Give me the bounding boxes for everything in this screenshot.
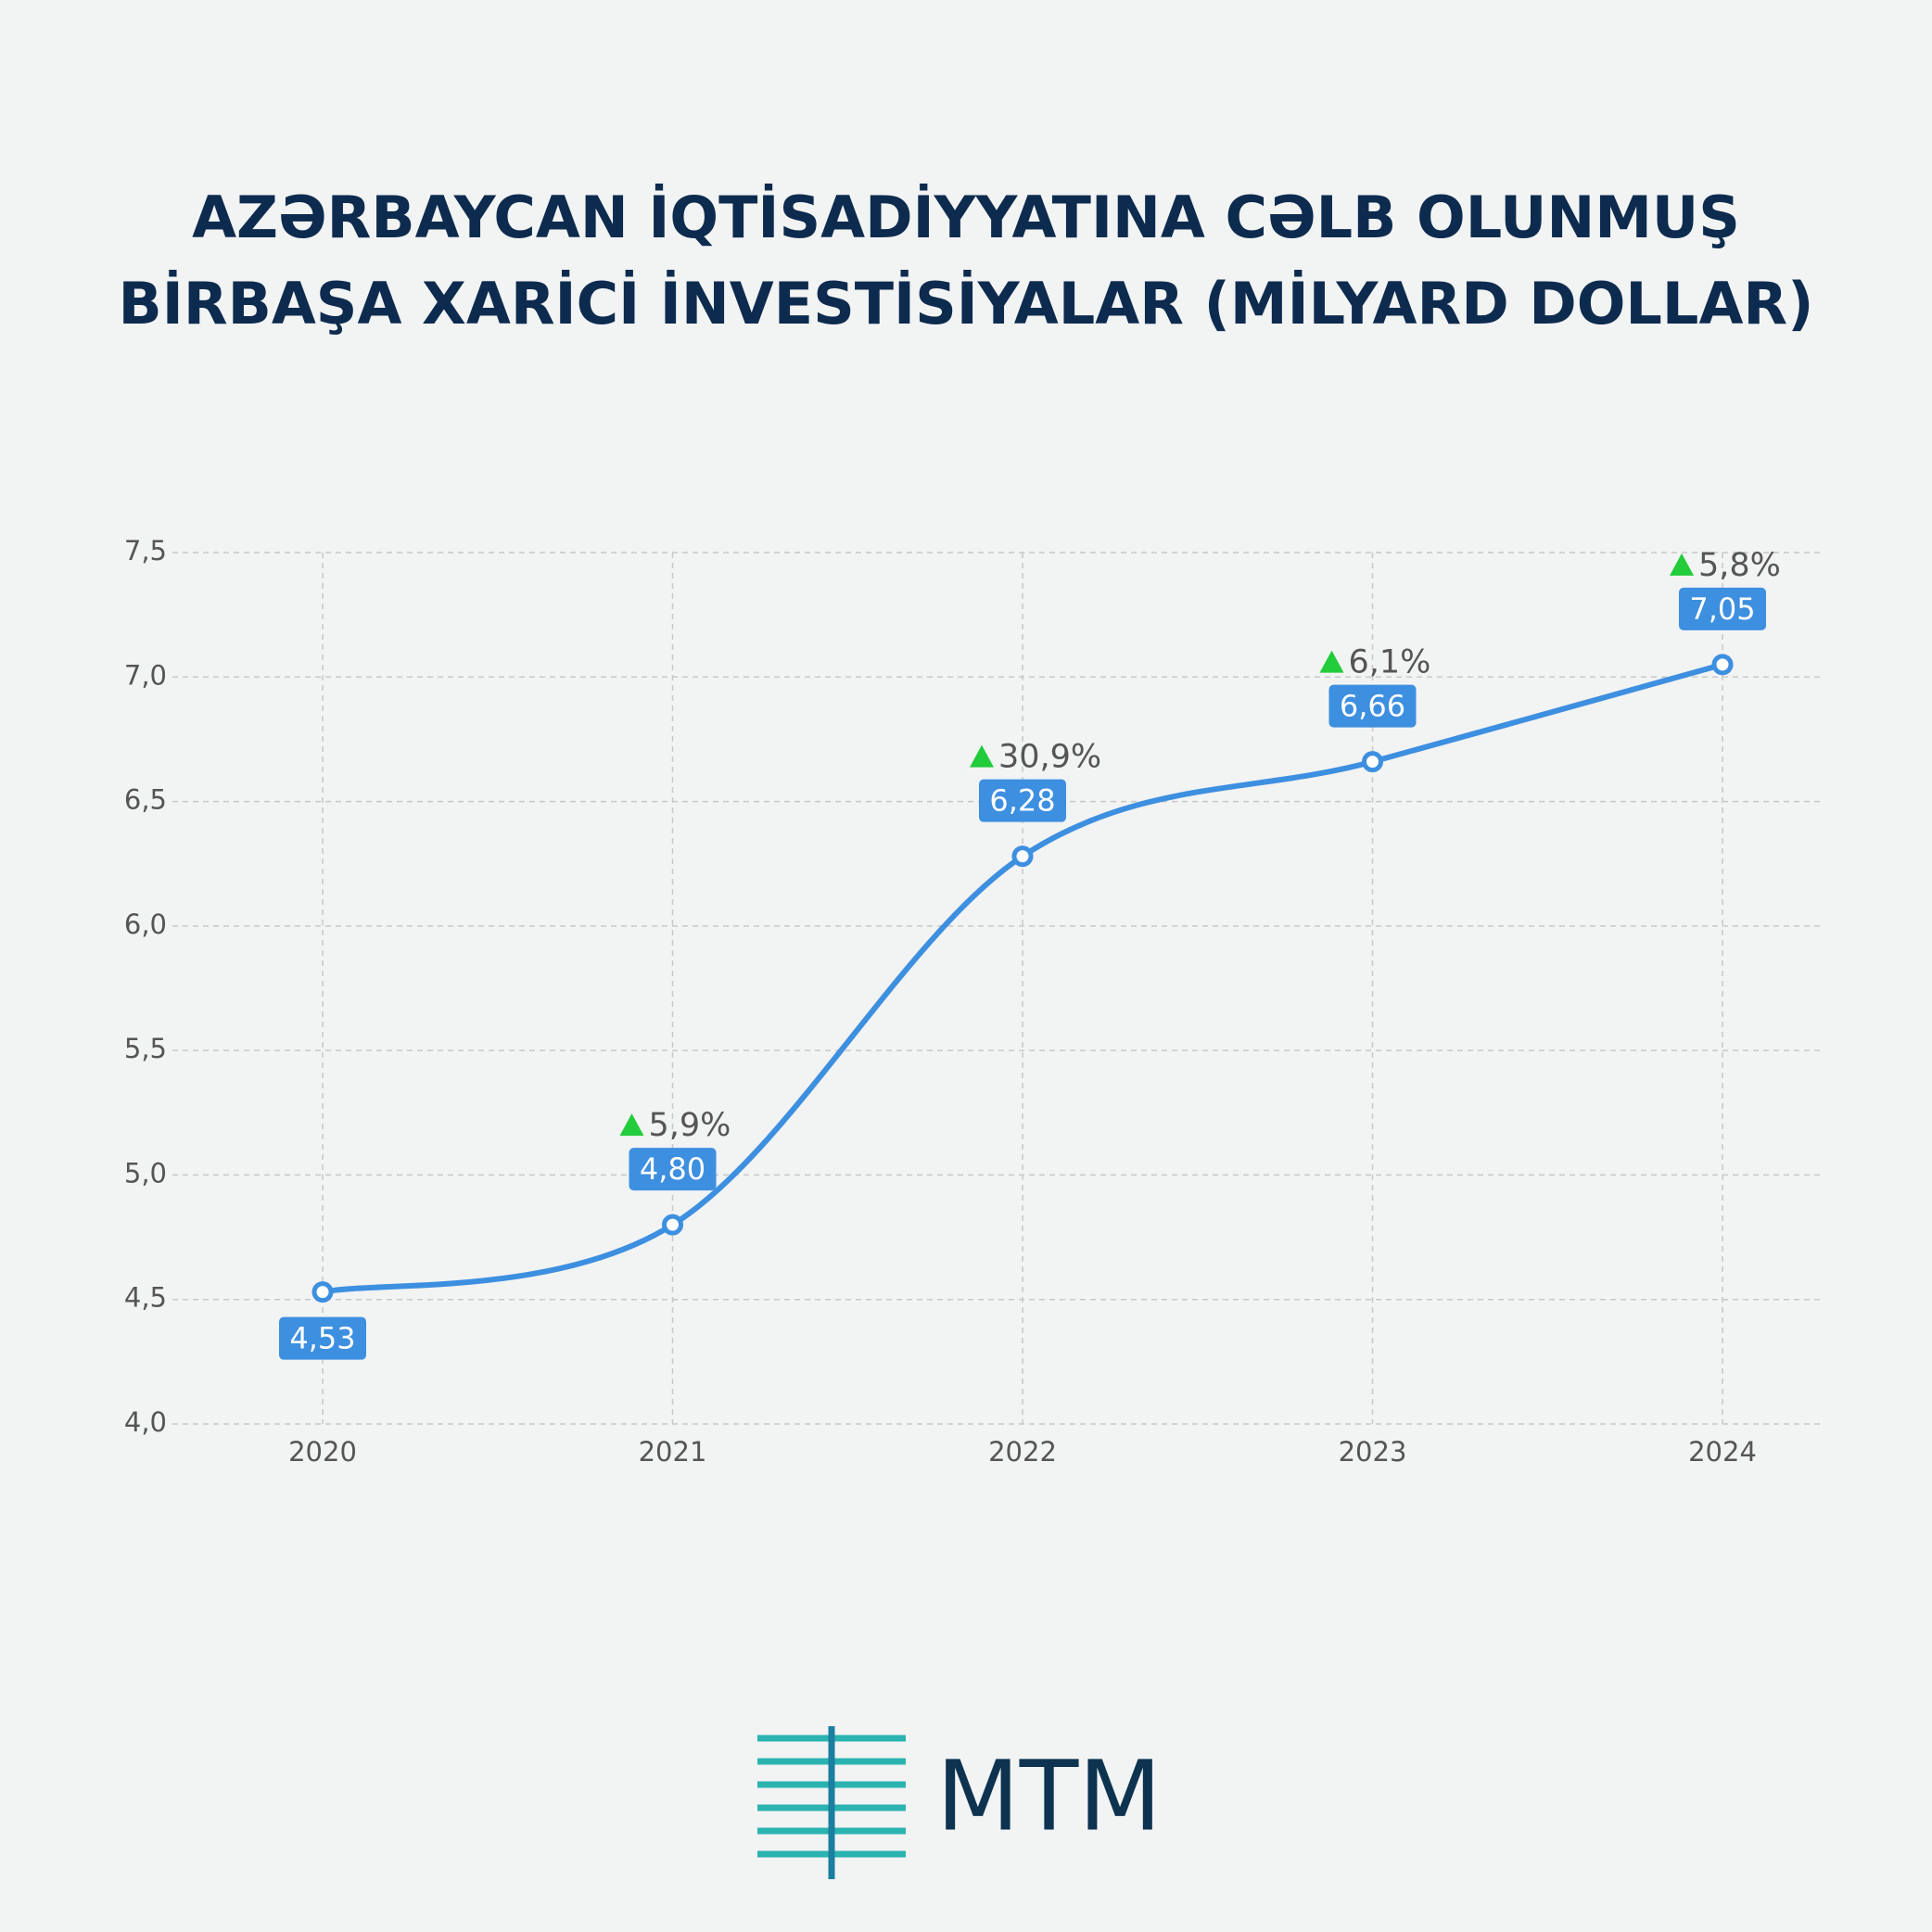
chart-title: BİRBAŞA XARİCİ İNVESTİSİYALAR (MİLYARD D… — [119, 270, 1814, 337]
point — [1362, 751, 1383, 773]
up-arrow — [1670, 553, 1694, 576]
x-tick-label: 2021 — [639, 1436, 707, 1468]
y-tick-label: 5,5 — [124, 1033, 167, 1064]
chart-title: AZƏRBAYCAN İQTİSADİYYATINA CƏLB OLUNMUŞ — [192, 184, 1740, 251]
data-label: 4,53 — [289, 1321, 355, 1356]
point — [1711, 654, 1734, 676]
data-label: 4,80 — [640, 1151, 705, 1187]
up-arrow — [619, 1113, 644, 1137]
logo-icon — [757, 1726, 906, 1879]
label-box — [629, 1148, 717, 1191]
label-box — [1679, 587, 1766, 630]
up-arrow — [1319, 650, 1344, 673]
change-label: 30,9% — [998, 739, 1101, 776]
x-tick-label: 2024 — [1688, 1436, 1757, 1468]
x-tick-label: 2023 — [1339, 1436, 1407, 1468]
y-tick-label: 7,5 — [124, 535, 167, 566]
change-label: 5,9% — [649, 1107, 731, 1144]
label-box — [1328, 684, 1417, 728]
x-tick-label: 2020 — [288, 1436, 357, 1468]
change-label: 6,1% — [1349, 644, 1431, 681]
data-label: 6,28 — [989, 783, 1055, 819]
y-tick-label: 7,0 — [124, 659, 167, 691]
up-arrow — [970, 744, 994, 768]
x-tick-label: 2022 — [988, 1436, 1057, 1468]
logo-text: MTM — [936, 1739, 1162, 1852]
data-label: 6,66 — [1340, 689, 1405, 724]
y-tick-label: 4,5 — [124, 1282, 167, 1314]
point — [311, 1281, 334, 1303]
line — [322, 661, 1723, 1295]
y-tick-label: 4,0 — [124, 1406, 167, 1438]
y-tick-label: 5,0 — [124, 1157, 167, 1188]
point — [662, 1214, 683, 1236]
label-box — [979, 779, 1066, 822]
y-tick-label: 6,0 — [124, 909, 167, 940]
y-tick-label: 6,5 — [124, 784, 167, 816]
point — [1011, 845, 1034, 868]
data-label: 7,05 — [1689, 591, 1755, 627]
change-label: 5,8% — [1698, 547, 1781, 584]
label-box — [279, 1316, 366, 1360]
